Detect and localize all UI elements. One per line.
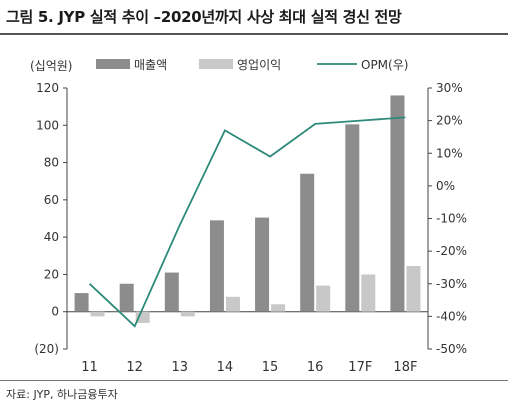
left-tick-label: 80 <box>44 156 59 170</box>
bar-operating-profit <box>361 274 376 312</box>
legend: 매출액 영업이익 OPM(우) <box>96 58 408 72</box>
right-tick-label: 30% <box>436 81 463 95</box>
bar-sales <box>74 293 89 312</box>
legend-swatch-operating-profit <box>199 59 233 69</box>
x-tick-label: 14 <box>217 360 234 375</box>
bar-sales <box>345 124 360 312</box>
x-tick-label: 18F <box>393 360 417 375</box>
right-tick-label: -30% <box>436 277 467 291</box>
title-divider <box>0 33 508 35</box>
right-tick-label: 0% <box>436 179 455 193</box>
x-axis-labels: 11 12 13 14 15 16 17F 18F <box>81 360 417 375</box>
bar-operating-profit <box>225 296 240 312</box>
legend-swatch-sales <box>96 59 130 69</box>
x-tick-label: 13 <box>172 360 189 375</box>
right-tick-label: -40% <box>436 309 467 323</box>
bar-operating-profit <box>90 311 105 317</box>
bar-sales <box>164 272 179 312</box>
right-tick-label: -50% <box>436 342 467 356</box>
left-tick-label: 40 <box>44 230 59 244</box>
figure-title: 그림 5. JYP 실적 추이 –2020년까지 사상 최대 실적 경신 전망 <box>6 8 402 26</box>
left-tick-label: 0 <box>51 305 59 319</box>
right-tick-label: -10% <box>436 212 467 226</box>
source-divider <box>0 380 508 381</box>
legend-label-sales: 매출액 <box>134 58 167 72</box>
right-tick-label: 20% <box>436 114 463 128</box>
bars <box>74 95 421 323</box>
opm-polyline <box>88 116 406 328</box>
bar-sales <box>119 283 134 312</box>
legend-label-opm: OPM(우) <box>361 58 408 72</box>
source-note: 자료: JYP, 하나금융투자 <box>6 388 118 401</box>
right-tick-label: -20% <box>436 244 467 258</box>
bar-operating-profit <box>271 304 286 312</box>
bar-sales <box>255 217 270 312</box>
x-tick-label: 12 <box>126 360 143 375</box>
opm-line <box>88 116 406 328</box>
bar-operating-profit <box>135 311 150 323</box>
x-tick-label: 17F <box>348 360 372 375</box>
left-tick-label: 120 <box>36 81 59 95</box>
left-tick-label: 60 <box>44 193 59 207</box>
chart: (십억원) 매출액 영업이익 OPM(우) 120 100 80 60 40 20 0 (20) 3… <box>30 58 467 375</box>
left-tick-label: (20) <box>34 342 59 356</box>
x-tick-label: 16 <box>307 360 324 375</box>
x-tick-label: 15 <box>262 360 279 375</box>
bar-operating-profit <box>180 311 195 317</box>
left-tick-label: 100 <box>36 118 59 132</box>
left-axis-unit: (십억원) <box>30 59 72 73</box>
legend-label-operating-profit: 영업이익 <box>237 58 281 72</box>
bar-sales <box>209 220 224 312</box>
x-tick-label: 11 <box>81 360 98 375</box>
axes: 120 100 80 60 40 20 0 (20) 30% 20% 10% 0% -10% -20% -3… <box>34 81 467 356</box>
bar-operating-profit <box>316 285 331 312</box>
bar-sales <box>390 95 405 312</box>
right-tick-label: 10% <box>436 146 463 160</box>
bar-sales <box>300 173 315 312</box>
left-tick-label: 20 <box>44 267 59 281</box>
bar-operating-profit <box>406 266 421 312</box>
